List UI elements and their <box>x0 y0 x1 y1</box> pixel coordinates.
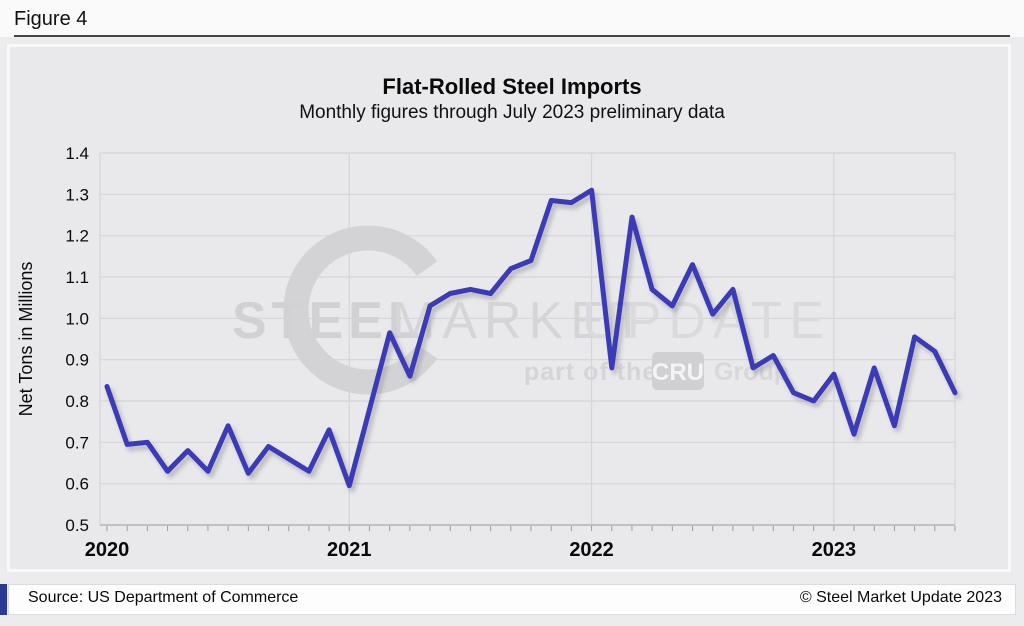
footer-copyright: © Steel Market Update 2023 <box>799 589 1002 606</box>
top-strip <box>0 0 1024 37</box>
figure-label: Figure 4 <box>14 8 88 30</box>
figure-rule <box>14 35 1010 37</box>
chart-title: Flat-Rolled Steel Imports <box>382 74 642 99</box>
chart-subtitle: Monthly figures through July 2023 prelim… <box>299 102 725 123</box>
footer-accent-bar <box>0 584 7 615</box>
footer <box>8 584 1016 615</box>
footer-source: Source: US Department of Commerce <box>28 589 299 606</box>
